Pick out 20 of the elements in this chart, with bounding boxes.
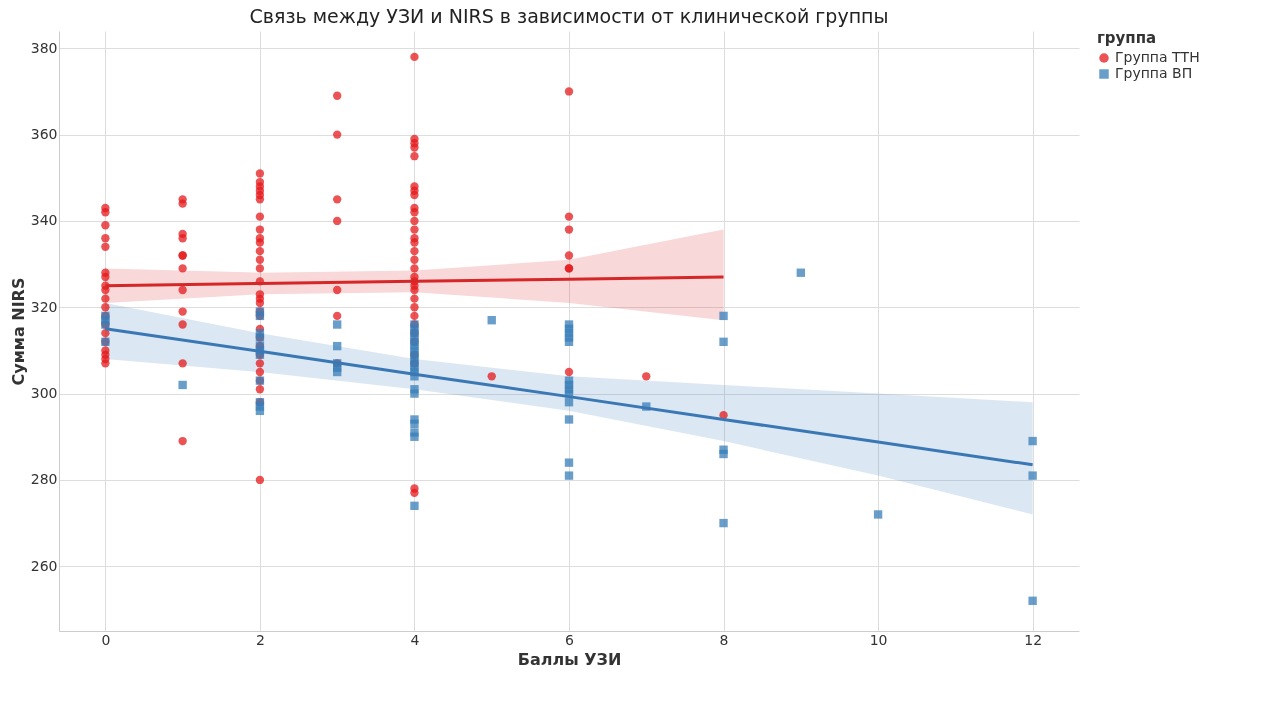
x-axis-title: Баллы УЗИ — [517, 649, 622, 669]
y-tick-label: 360 — [30, 126, 58, 143]
legend-label: Группа ТТН — [1115, 49, 1200, 65]
y-tick-label: 280 — [30, 471, 58, 488]
y-tick-label: 260 — [30, 557, 58, 574]
legend-title: группа — [1097, 29, 1157, 47]
x-tick-label: 2 — [255, 631, 265, 648]
x-tick-label: 8 — [719, 631, 729, 648]
x-tick-label: 6 — [565, 631, 575, 648]
y-tick-label: 380 — [30, 39, 58, 56]
x-tick-label: 4 — [410, 631, 420, 648]
y-axis-title: Сумма NIRS — [8, 277, 28, 386]
x-tick-label: 10 — [869, 631, 888, 648]
y-tick-label: 320 — [30, 298, 58, 315]
legend-label: Группа ВП — [1115, 65, 1193, 81]
y-tick-label: 340 — [30, 212, 58, 229]
x-tick-label: 12 — [1024, 631, 1043, 648]
x-tick-label: 0 — [101, 631, 111, 648]
y-tick-label: 300 — [30, 385, 58, 402]
chart-title: Связь между УЗИ и NIRS в зависимости от клинической группы — [249, 5, 889, 27]
